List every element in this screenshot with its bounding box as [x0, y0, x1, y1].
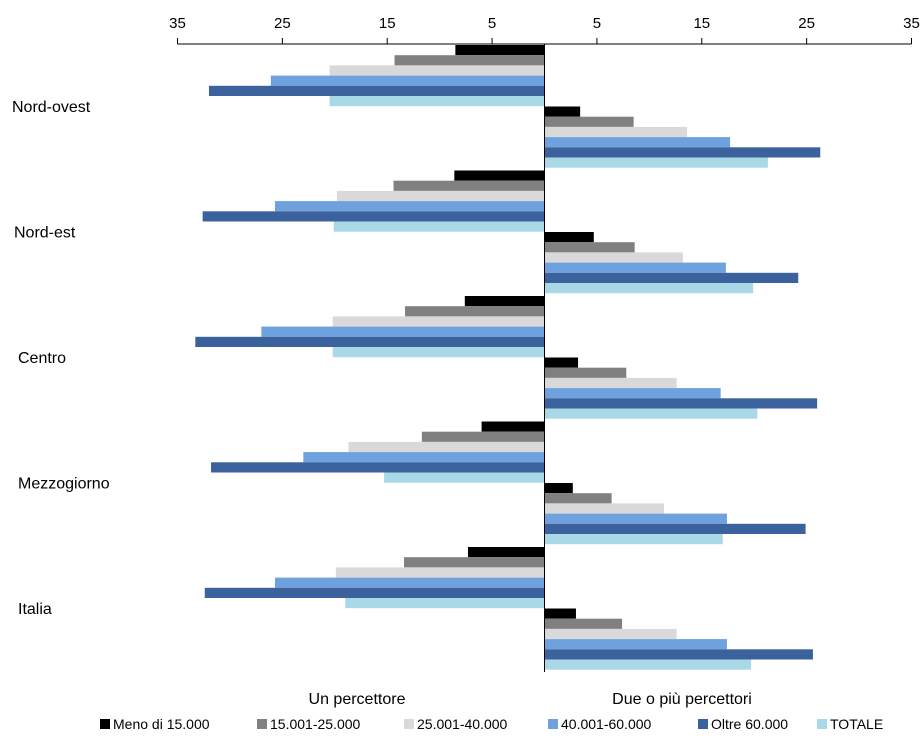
legend-label: 40.001-60.000	[561, 716, 652, 732]
bar-un-percettore	[481, 421, 545, 432]
bar-un-percettore	[421, 431, 545, 442]
legend-swatch	[257, 719, 267, 729]
bar-un-percettore	[275, 201, 545, 212]
category-label: Centro	[18, 350, 66, 367]
bar-due-o-piu-percettori	[544, 357, 579, 368]
bar-due-o-piu-percettori	[544, 116, 634, 127]
legend-swatch	[100, 719, 110, 729]
bar-un-percettore	[335, 567, 545, 578]
bar-un-percettore	[208, 85, 545, 96]
category-label: Nord-est	[14, 225, 76, 242]
legend-label: TOTALE	[830, 716, 883, 732]
bar-un-percettore	[348, 441, 545, 453]
bar-un-percettore	[384, 472, 545, 483]
bar-un-percettore	[332, 347, 545, 358]
bar-due-o-piu-percettori	[544, 242, 635, 253]
x-tick-label: 15	[379, 15, 396, 32]
category-labels: Nord-ovest Nord-est Centro Mezzogiorno Itali…	[12, 99, 110, 618]
bar-due-o-piu-percettori	[544, 157, 768, 168]
bar-due-o-piu-percettori	[544, 283, 754, 294]
legend-swatch	[404, 719, 414, 729]
bar-due-o-piu-percettori	[544, 618, 623, 629]
category-label: Italia	[18, 601, 52, 618]
bar-due-o-piu-percettori	[544, 408, 758, 419]
bar-un-percettore	[303, 452, 545, 463]
bar-un-percettore	[261, 326, 545, 337]
bar-un-percettore	[211, 462, 545, 473]
bar-un-percettore	[329, 96, 545, 107]
bar-due-o-piu-percettori	[544, 367, 627, 378]
legend-swatch	[817, 719, 827, 729]
x-tick-label: 25	[274, 15, 291, 32]
bar-due-o-piu-percettori	[544, 388, 721, 399]
bar-un-percettore	[333, 221, 545, 232]
legend-label: Oltre 60.000	[711, 716, 788, 732]
bar-due-o-piu-percettori	[544, 649, 813, 660]
x-tick-label: 35	[169, 15, 186, 32]
bar-un-percettore	[467, 547, 545, 558]
bar-un-percettore	[332, 316, 545, 327]
bar-un-percettore	[403, 557, 545, 568]
bar-un-percettore	[394, 55, 545, 66]
bar-due-o-piu-percettori	[544, 137, 731, 148]
bar-due-o-piu-percettori	[544, 377, 677, 389]
bar-due-o-piu-percettori	[544, 513, 727, 524]
bar-un-percettore	[204, 587, 545, 598]
bar-due-o-piu-percettori	[544, 534, 723, 545]
bar-un-percettore	[455, 45, 545, 56]
bar-due-o-piu-percettori	[544, 483, 573, 494]
x-axis: 35 25 15 5 5 15 25 35	[169, 15, 920, 45]
bar-un-percettore	[393, 180, 545, 191]
bar-due-o-piu-percettori	[544, 639, 727, 650]
bar-un-percettore	[195, 336, 545, 347]
x-tick-label: 15	[693, 15, 710, 32]
bar-un-percettore	[345, 598, 545, 609]
category-label: Mezzogiorno	[18, 476, 110, 493]
bar-due-o-piu-percettori	[544, 659, 752, 670]
group-label-left: Un percettore	[309, 691, 406, 708]
bar-due-o-piu-percettori	[544, 503, 665, 514]
legend-swatch	[698, 719, 708, 729]
x-tick-label: 5	[593, 15, 601, 32]
x-tick-label: 25	[798, 15, 815, 32]
bar-due-o-piu-percettori	[544, 523, 806, 534]
group-label-right: Due o più percettori	[612, 691, 752, 708]
bar-un-percettore	[329, 65, 545, 76]
bar-due-o-piu-percettori	[544, 252, 683, 263]
legend-label: 25.001-40.000	[417, 716, 508, 732]
bar-un-percettore	[202, 211, 545, 222]
legend-label: 15.001-25.000	[270, 716, 361, 732]
bar-un-percettore	[270, 75, 545, 86]
bar-due-o-piu-percettori	[544, 126, 688, 138]
bar-un-percettore	[405, 306, 545, 317]
bar-due-o-piu-percettori	[544, 493, 612, 504]
bar-un-percettore	[275, 577, 545, 588]
bar-due-o-piu-percettori	[544, 398, 818, 409]
legend-label: Meno di 15.000	[113, 716, 210, 732]
bar-due-o-piu-percettori	[544, 628, 677, 640]
bar-due-o-piu-percettori	[544, 147, 821, 158]
category-label: Nord-ovest	[12, 99, 91, 116]
bar-un-percettore	[464, 296, 545, 307]
bar-due-o-piu-percettori	[544, 106, 581, 117]
legend: Meno di 15.000 15.001-25.000 25.001-40.000…	[100, 716, 883, 732]
bars	[195, 45, 821, 670]
bar-due-o-piu-percettori	[544, 232, 594, 243]
bar-un-percettore	[454, 170, 545, 181]
bar-due-o-piu-percettori	[544, 262, 726, 273]
x-tick-label: 35	[903, 15, 920, 32]
bar-due-o-piu-percettori	[544, 608, 576, 619]
bar-un-percettore	[336, 190, 545, 202]
legend-swatch	[548, 719, 558, 729]
bar-due-o-piu-percettori	[544, 272, 799, 283]
x-tick-label: 5	[488, 15, 496, 32]
